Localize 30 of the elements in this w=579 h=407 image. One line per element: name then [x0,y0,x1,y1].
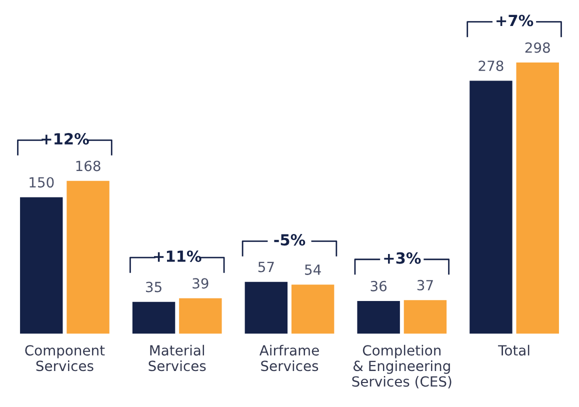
annotation: +3% [384,252,421,264]
data-label: 39 [192,278,208,289]
annotation: -5% [274,234,306,246]
annotation: +12% [42,133,89,145]
bar [179,298,222,334]
x-tick-label: Completion & Engineering Services (CES) [352,344,452,388]
data-label: 37 [417,280,433,290]
bar [132,302,176,334]
data-label: 35 [146,282,162,292]
bar [357,300,400,334]
data-label: 54 [305,264,321,275]
data-label: 36 [370,280,387,292]
data-label: 150 [30,177,54,188]
x-tick-label: Component Services [25,345,105,372]
bar [291,284,334,334]
text: +7% [496,14,534,26]
data-label: 168 [76,160,100,172]
x-tick-label: Airframe Services [259,344,319,372]
data-label: 57 [258,262,274,272]
x-tick-label: Total [498,344,530,356]
bar [470,80,512,334]
data-label: 298 [525,42,550,53]
bar [516,62,559,334]
bar [404,300,447,334]
bar [20,197,63,334]
bar [244,282,288,334]
x-tick-label: Material Services [148,344,206,372]
annotation: +11% [154,250,202,262]
bar [66,180,110,334]
data-label: 278 [478,60,504,72]
